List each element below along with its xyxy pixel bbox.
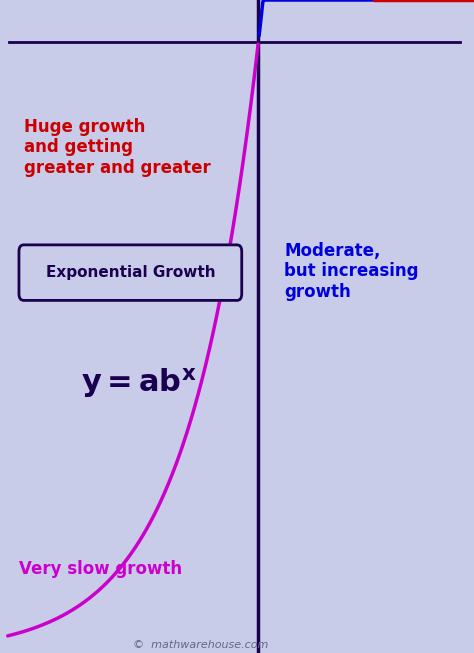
Text: $\mathbf{y=ab^x}$: $\mathbf{y=ab^x}$ (81, 366, 196, 400)
Text: Exponential Growth: Exponential Growth (46, 265, 215, 280)
Text: Very slow growth: Very slow growth (19, 560, 182, 578)
Text: ©  mathwarehouse.com: © mathwarehouse.com (133, 640, 268, 650)
Text: Huge growth
and getting
greater and greater: Huge growth and getting greater and grea… (24, 118, 210, 177)
FancyBboxPatch shape (19, 245, 242, 300)
Text: Moderate,
but increasing
growth: Moderate, but increasing growth (284, 242, 419, 301)
